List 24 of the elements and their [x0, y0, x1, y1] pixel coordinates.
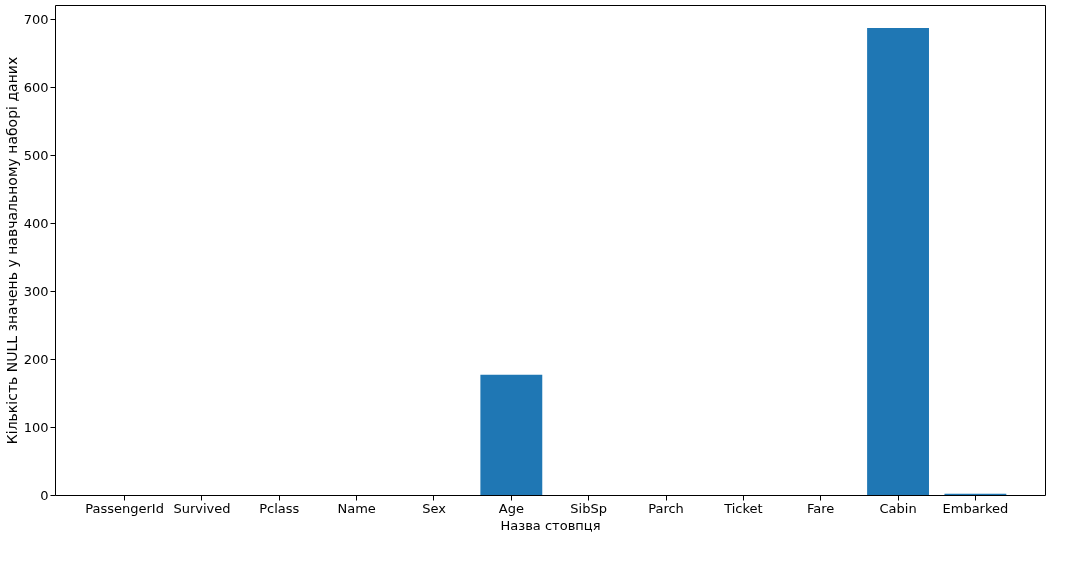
- y-tick-label: 500: [23, 147, 49, 163]
- y-tick-label: 400: [23, 215, 49, 231]
- x-tick-label: SibSp: [570, 500, 607, 516]
- x-tick-label: Survived: [173, 500, 231, 516]
- x-axis-title: Назва стовпця: [500, 517, 601, 533]
- x-tick-label: Cabin: [879, 500, 917, 516]
- y-tick-label: 300: [23, 283, 49, 299]
- x-tick-label: Embarked: [942, 500, 1009, 516]
- y-tick-label: 100: [23, 419, 49, 435]
- x-tick-label: Parch: [648, 500, 684, 516]
- x-tick-label: Fare: [807, 500, 835, 516]
- x-tick-label: Name: [337, 500, 376, 516]
- y-tick-label: 0: [40, 487, 49, 503]
- x-tick-label: Pclass: [259, 500, 300, 516]
- y-tick-label: 600: [23, 79, 49, 95]
- x-tick-label: Sex: [422, 500, 447, 516]
- bar: [867, 28, 929, 495]
- y-axis-title: Кількість NULL значень у навчальному наборі даних: [3, 56, 20, 445]
- x-tick-label: PassengerId: [85, 500, 164, 516]
- bar: [480, 374, 543, 495]
- x-tick-label: Ticket: [723, 500, 763, 516]
- y-tick-label: 200: [23, 351, 49, 367]
- y-tick-label: 700: [23, 11, 49, 27]
- x-tick-label: Age: [498, 500, 524, 516]
